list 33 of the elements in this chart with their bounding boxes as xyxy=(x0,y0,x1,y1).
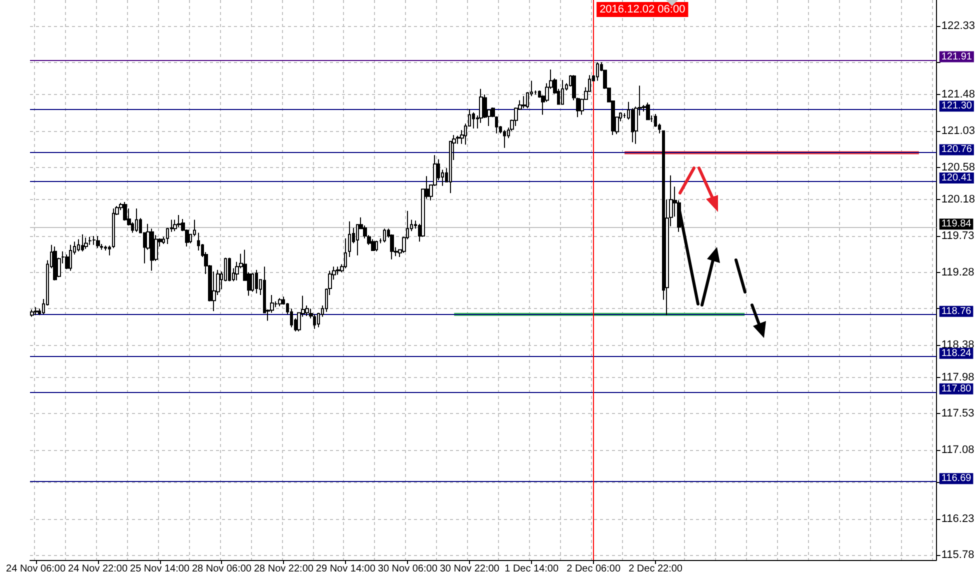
x-tick-label: 28 Nov 22:00 xyxy=(254,564,314,574)
ref-line-label: 120.76 xyxy=(941,144,972,156)
ref-line-label: 119.84 xyxy=(941,218,972,230)
x-tick-label: 28 Nov 06:00 xyxy=(192,564,252,574)
y-tick-label: 117.53 xyxy=(941,408,974,420)
x-tick-label: 29 Nov 14:00 xyxy=(316,564,376,574)
y-tick-label: 117.08 xyxy=(941,444,974,456)
x-tick-label: 2 Dec 22:00 xyxy=(628,564,683,574)
x-tick-label: 24 Nov 06:00 xyxy=(6,564,66,574)
y-tick-label: 119.73 xyxy=(941,230,974,242)
x-tick-label: 30 Nov 22:00 xyxy=(440,564,500,574)
ref-line-label: 121.91 xyxy=(941,51,972,62)
ref-line-label: 117.80 xyxy=(941,383,972,394)
y-tick-label: 115.78 xyxy=(941,549,974,562)
ref-line-label: 116.69 xyxy=(941,473,972,484)
y-tick-label: 121.03 xyxy=(941,124,976,137)
ref-line-label: 120.41 xyxy=(941,172,972,184)
ref-line-label: 118.24 xyxy=(941,348,972,359)
y-tick-label: 119.28 xyxy=(941,266,974,278)
y-tick-label: 120.58 xyxy=(941,161,976,174)
x-tick-label: 25 Nov 14:00 xyxy=(130,564,190,574)
ref-line-label: 121.30 xyxy=(941,100,972,112)
y-tick-label: 122.33 xyxy=(941,20,976,32)
y-tick-label: 120.18 xyxy=(941,194,976,206)
y-tick-label: 121.48 xyxy=(941,88,976,101)
x-tick-label: 24 Nov 22:00 xyxy=(68,564,128,574)
x-tick-label: 30 Nov 06:00 xyxy=(378,564,438,574)
ref-line-label: 2016.12.02 06:00 xyxy=(600,4,686,16)
y-tick-label: 117.98 xyxy=(941,371,974,384)
y-tick-label: 116.23 xyxy=(941,512,974,525)
x-tick-label: 1 Dec 14:00 xyxy=(504,564,559,574)
ref-line-label: 118.76 xyxy=(941,306,972,317)
x-tick-label: 2 Dec 06:00 xyxy=(566,564,621,574)
